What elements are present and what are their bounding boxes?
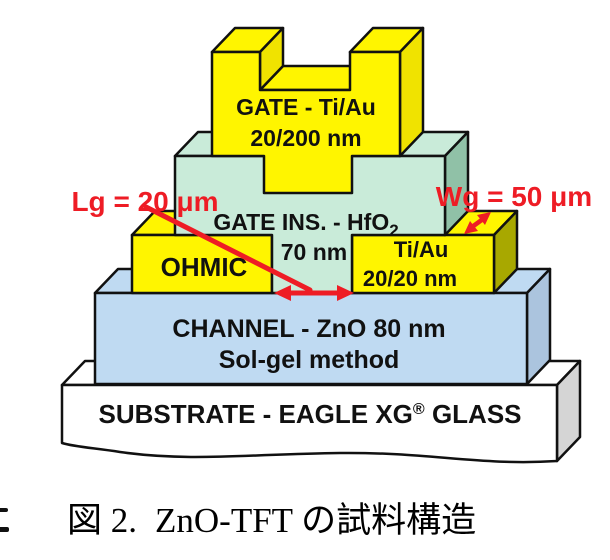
gate-width-arrowhead-upper xyxy=(477,212,491,225)
substrate-label-registered-mark: ® xyxy=(413,401,425,418)
figure-caption-title: ZnO-TFT の試料構造 xyxy=(155,501,477,540)
gate-insulator-thickness-label: 70 nm xyxy=(281,239,347,265)
gate-insulator-label-subscript: 2 xyxy=(389,221,398,240)
substrate-label-suffix: GLASS xyxy=(425,399,522,429)
gate-length-annotation: Lg = 20 μm xyxy=(71,186,354,301)
figure-caption: 図 2. ZnO-TFT の試料構造 xyxy=(0,492,610,543)
substrate-front-face xyxy=(60,383,559,464)
gate-width-label: Wg = 50 μm xyxy=(436,181,592,212)
clipped-text-fragment xyxy=(0,527,9,532)
substrate-label: SUBSTRATE - EAGLE XG® GLASS xyxy=(98,399,521,429)
gate-right-face xyxy=(398,26,425,158)
gate-label-line2: 20/200 nm xyxy=(250,125,361,151)
source-contact-label: OHMIC xyxy=(161,252,248,282)
gate-length-arrowhead-right xyxy=(337,285,354,301)
gate-front-face xyxy=(210,50,402,195)
gate-length-label: Lg = 20 μm xyxy=(71,186,218,217)
device-structure-diagram: GATE - Ti/Au 20/200 nm GATE INS. - HfO2 … xyxy=(60,26,592,464)
drain-contact-label-line1: Ti/Au xyxy=(394,237,449,262)
gate-width-span-arrow xyxy=(469,216,486,230)
gate-insulator-label: GATE INS. - HfO2 xyxy=(213,209,398,240)
gate-label-line1: GATE - Ti/Au xyxy=(236,94,376,120)
drain-contact-label-line2: 20/20 nm xyxy=(363,266,457,291)
substrate-label-prefix: SUBSTRATE - EAGLE XG xyxy=(98,399,412,429)
gate-insulator-label-main: GATE INS. - HfO xyxy=(213,209,389,235)
channel-label-line1: CHANNEL - ZnO 80 nm xyxy=(172,315,445,343)
channel-label-line2: Sol-gel method xyxy=(219,346,400,374)
gate-length-arrowhead-left xyxy=(274,285,291,301)
gate-block xyxy=(210,26,425,195)
gate-width-arrowhead-lower xyxy=(464,221,478,234)
gate-width-annotation: Wg = 50 μm xyxy=(436,181,592,234)
clipped-text-fragment xyxy=(0,508,8,512)
gate-length-leader-line xyxy=(143,204,313,293)
figure-caption-number: 図 2. xyxy=(67,501,138,540)
